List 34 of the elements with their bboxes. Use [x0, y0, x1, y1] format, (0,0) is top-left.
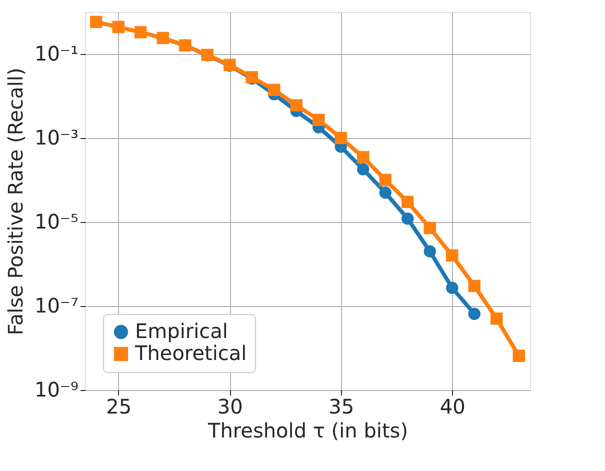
- point: [312, 114, 325, 126]
- legend-label: Empirical: [135, 319, 228, 343]
- point: [134, 26, 147, 38]
- point: [468, 308, 480, 320]
- point: [446, 282, 458, 294]
- y-tick-label: 10⁻⁹: [34, 378, 78, 402]
- x-tick-label: 35: [328, 394, 354, 418]
- point: [402, 212, 414, 225]
- point: [379, 186, 392, 199]
- point: [379, 174, 392, 186]
- y-tick-label: 10⁻¹: [34, 42, 78, 66]
- point: [268, 84, 280, 96]
- y-tick-label: 10⁻³: [34, 126, 78, 150]
- point: [446, 249, 458, 262]
- point: [490, 312, 503, 325]
- legend-label: Theoretical: [134, 341, 247, 365]
- point: [90, 16, 102, 28]
- x-tick-label: 40: [440, 394, 466, 418]
- point: [424, 245, 436, 258]
- y-tick-label: 10⁻⁷: [34, 294, 78, 318]
- x-tick-label: 30: [217, 394, 243, 418]
- x-axis-title: Threshold τ (in bits): [206, 418, 408, 442]
- y-axis-title: False Positive Rate (Recall): [3, 68, 28, 336]
- point: [402, 196, 414, 208]
- point: [512, 350, 525, 362]
- point: [334, 132, 347, 144]
- point: [424, 222, 436, 234]
- point: [112, 20, 124, 34]
- x-tick-label: 25: [106, 394, 132, 418]
- point: [290, 99, 302, 112]
- point: [357, 163, 370, 176]
- point: [468, 280, 480, 292]
- y-tick-label: 10⁻⁵: [34, 210, 78, 234]
- point: [357, 151, 370, 164]
